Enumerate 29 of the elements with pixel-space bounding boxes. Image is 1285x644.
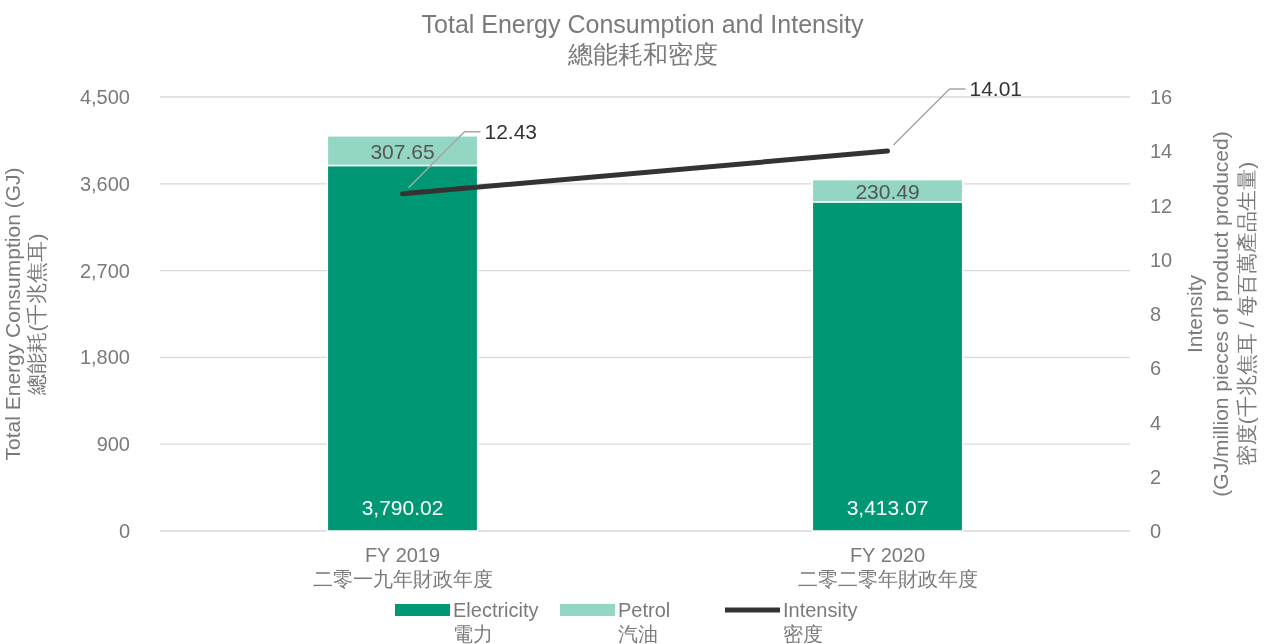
- x-tick-label: FY 2020 二零二零年財政年度: [797, 544, 978, 590]
- y2-tick-label: 2: [1150, 465, 1162, 488]
- chart-title: Total Energy Consumption and Intensity 總能耗和密度: [421, 10, 864, 68]
- data-label: 3,413.07: [846, 496, 929, 519]
- y2-tick-label: 16: [1150, 86, 1173, 108]
- legend-label: Electricity 電力: [453, 599, 539, 644]
- data-label: 230.49: [855, 179, 920, 203]
- y2-axis-title: Intensity (GJ/million pieces of product produced) 密度(千兆焦耳 / 每百萬產品生量): [1183, 131, 1258, 497]
- y2-tick-label: 14: [1150, 140, 1173, 163]
- data-label: 3,790.02: [361, 496, 444, 519]
- x-tick-label: FY 2019 二零一九年財政年度: [312, 544, 493, 590]
- y-tick-label: 1,800: [79, 346, 130, 369]
- y-tick-label: 0: [118, 520, 130, 542]
- y2-tick-label: 10: [1150, 248, 1173, 271]
- y-axis-title: Total Energy Consumption (GJ) 總能耗(千兆焦耳): [1, 167, 48, 461]
- y-tick-label: 900: [96, 433, 130, 456]
- data-label: 12.43: [484, 119, 538, 143]
- y2-tick-label: 12: [1150, 194, 1173, 217]
- legend-label: Petrol 汽油: [618, 599, 671, 644]
- y2-tick-label: 8: [1150, 303, 1162, 325]
- data-label: 14.01: [969, 76, 1023, 100]
- y2-tick-label: 6: [1150, 357, 1162, 380]
- y-tick-label: 2,700: [79, 259, 130, 282]
- y2-tick-label: 0: [1150, 520, 1162, 542]
- y-tick-label: 4,500: [79, 86, 130, 108]
- legend-label: Intensity 密度: [783, 599, 858, 644]
- y2-tick-label: 4: [1150, 411, 1162, 434]
- data-label: 307.65: [370, 139, 435, 163]
- y-tick-label: 3,600: [79, 172, 130, 195]
